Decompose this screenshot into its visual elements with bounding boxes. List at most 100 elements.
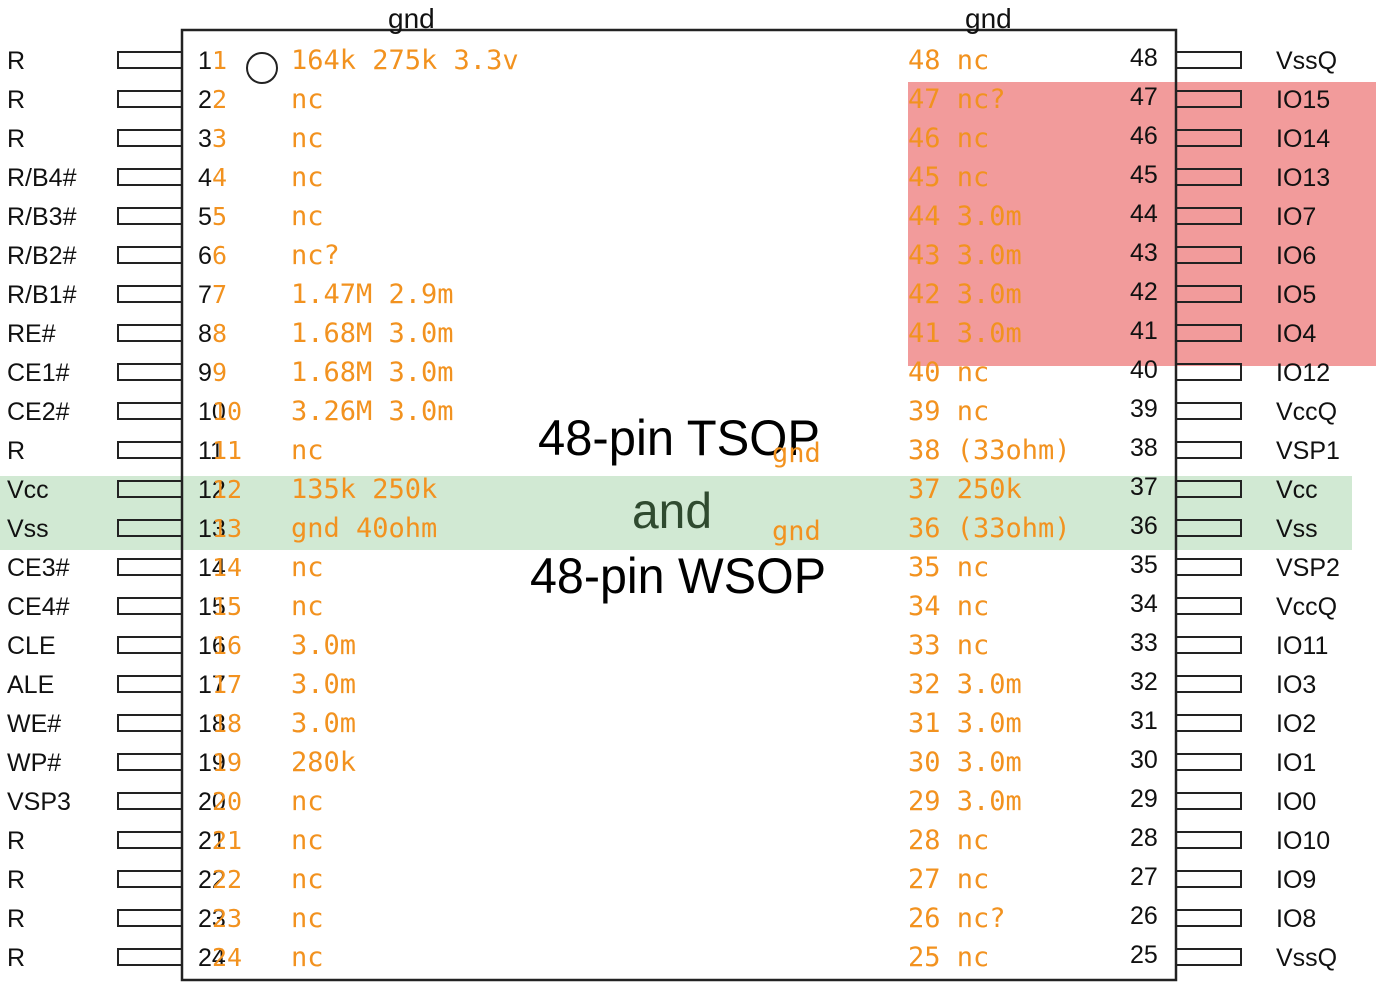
right-pin-name: VccQ	[1276, 593, 1337, 621]
right-pin-number: 28	[1130, 824, 1158, 852]
right-pin-measurement: 46 nc	[908, 123, 989, 154]
right-pin-number: 32	[1130, 668, 1158, 696]
right-pin-lead	[1175, 792, 1242, 810]
right-pin-name: IO11	[1276, 632, 1328, 660]
right-pin-measurement: 37 250k	[908, 474, 1022, 505]
left-pin-number: 12	[198, 476, 226, 504]
top-gnd-label-right: gnd	[965, 3, 1012, 34]
left-pin-number-overlay: 21	[212, 826, 242, 855]
right-pin-name: IO8	[1276, 905, 1316, 933]
right-pin-name: IO2	[1276, 710, 1316, 738]
left-pin-lead	[117, 246, 183, 264]
left-pin-measurement: nc	[291, 786, 324, 817]
right-pin-lead	[1175, 870, 1242, 888]
left-pin-number: 11	[198, 437, 224, 465]
left-pin-measurement: nc	[291, 591, 324, 622]
left-pin-measurement: 164k 275k 3.3v	[291, 45, 519, 76]
right-pin-number: 34	[1130, 590, 1158, 618]
left-pin-number-overlay: 23	[212, 904, 242, 933]
left-pin-lead	[117, 51, 183, 69]
right-pin-number: 39	[1130, 395, 1158, 423]
right-pin-name: VssQ	[1276, 47, 1337, 75]
left-pin-name: R	[7, 827, 25, 855]
left-pin-measurement: nc	[291, 903, 324, 934]
right-pin-number: 31	[1130, 707, 1158, 735]
left-pin-name: CE4#	[7, 593, 70, 621]
left-pin-name: CE3#	[7, 554, 70, 582]
left-pin-name: R	[7, 47, 25, 75]
right-pin-name: VssQ	[1276, 944, 1337, 972]
left-pin-number: 22	[198, 866, 226, 894]
left-pin-number: 8	[198, 320, 212, 348]
center-gnd-label-38: gnd	[772, 438, 821, 469]
left-pin-lead	[117, 129, 183, 147]
right-pin-measurement: 38 (33ohm)	[908, 435, 1071, 466]
left-pin-lead	[117, 636, 183, 654]
left-pin-measurement: 1.68M 3.0m	[291, 357, 454, 388]
right-pin-lead	[1175, 675, 1242, 693]
right-pin-number: 46	[1130, 122, 1158, 150]
left-pin-measurement: 3.0m	[291, 708, 356, 739]
right-pin-lead	[1175, 90, 1242, 108]
left-pin-name: R	[7, 866, 25, 894]
left-pin-lead	[117, 441, 183, 459]
right-pin-lead	[1175, 129, 1242, 147]
left-pin-number-overlay: 14	[212, 553, 242, 582]
left-pin-lead	[117, 675, 183, 693]
chip-body	[180, 28, 1178, 982]
left-pin-lead	[117, 168, 183, 186]
right-pin-measurement: 44 3.0m	[908, 201, 1022, 232]
left-pin-number-overlay: 16	[212, 631, 242, 660]
left-pin-lead	[117, 363, 183, 381]
title-line-1: 48-pin TSOP	[538, 410, 820, 466]
right-pin-name: VSP1	[1276, 437, 1340, 465]
right-pin-measurement: 26 nc?	[908, 903, 1006, 934]
right-pin-number: 40	[1130, 356, 1158, 384]
left-pin-name: R/B1#	[7, 281, 77, 309]
left-pin-number-overlay: 6	[212, 241, 227, 270]
right-pin-number: 42	[1130, 278, 1158, 306]
left-pin-number: 24	[198, 944, 226, 972]
left-pin-name: R	[7, 944, 25, 972]
right-pin-lead	[1175, 285, 1242, 303]
left-pin-name: RE#	[7, 320, 56, 348]
right-pin-number: 37	[1130, 473, 1158, 501]
left-pin-name: Vcc	[7, 476, 49, 504]
left-pin-lead	[117, 558, 183, 576]
left-pin-name: CLE	[7, 632, 56, 660]
left-pin-measurement: nc	[291, 123, 324, 154]
right-pin-name: IO3	[1276, 671, 1316, 699]
left-pin-number-overlay: 1	[212, 46, 227, 75]
left-pin-lead	[117, 714, 183, 732]
left-pin-number: 16	[198, 632, 226, 660]
right-pin-number: 43	[1130, 239, 1158, 267]
left-pin-number-overlay: 13	[212, 514, 242, 543]
left-pin-lead	[117, 870, 183, 888]
right-pin-lead	[1175, 636, 1242, 654]
left-pin-name: Vss	[7, 515, 49, 543]
right-pin-measurement: 33 nc	[908, 630, 989, 661]
right-pin-measurement: 43 3.0m	[908, 240, 1022, 271]
right-pin-number: 35	[1130, 551, 1158, 579]
left-pin-number: 9	[198, 359, 212, 387]
left-pin-lead	[117, 831, 183, 849]
left-pin-number-overlay: 12	[212, 475, 242, 504]
left-pin-number-overlay: 10	[212, 397, 242, 426]
left-pin-number-overlay: 18	[212, 709, 242, 738]
left-pin-number: 6	[198, 242, 212, 270]
right-pin-measurement: 31 3.0m	[908, 708, 1022, 739]
left-pin-name: R	[7, 437, 25, 465]
right-pin-name: IO4	[1276, 320, 1316, 348]
right-pin-name: Vcc	[1276, 476, 1318, 504]
right-pin-name: IO10	[1276, 827, 1330, 855]
left-pin-lead	[117, 90, 183, 108]
right-pin-name: IO1	[1276, 749, 1316, 777]
center-gnd-label-36: gnd	[772, 516, 821, 547]
left-pin-measurement: nc?	[291, 240, 340, 271]
left-pin-number-overlay: 5	[212, 202, 227, 231]
left-pin-number: 20	[198, 788, 226, 816]
right-pin-name: IO12	[1276, 359, 1330, 387]
right-pin-name: IO6	[1276, 242, 1316, 270]
